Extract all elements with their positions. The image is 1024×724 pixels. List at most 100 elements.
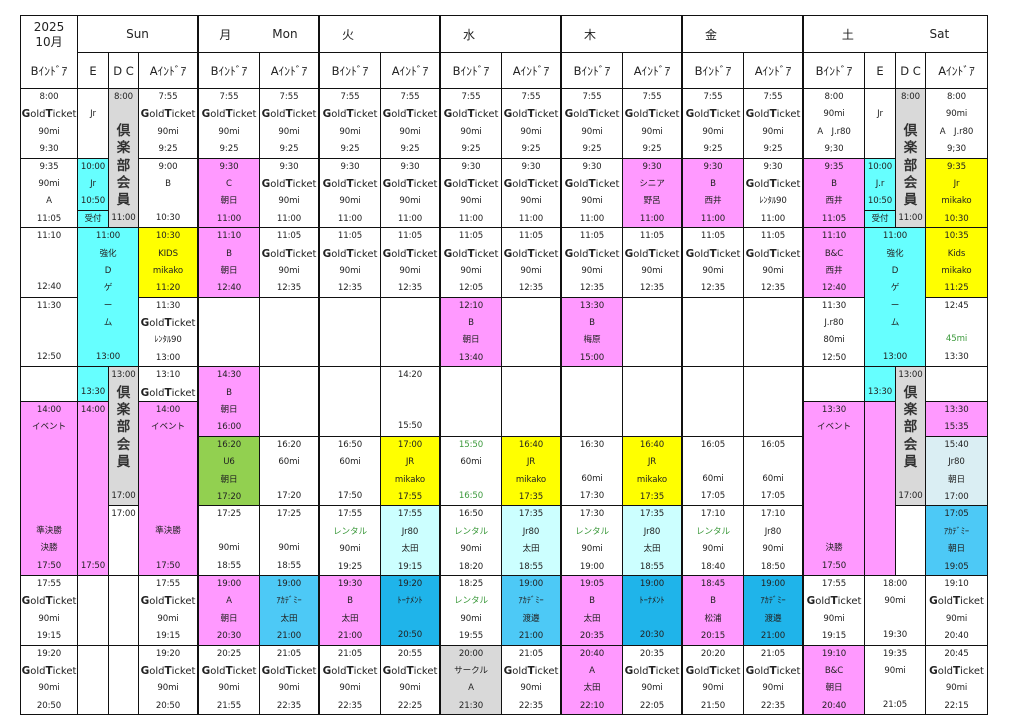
- slot-time: 16:40: [639, 439, 665, 450]
- slot-time: 7:55: [279, 92, 299, 102]
- slot-text: 太田: [401, 544, 419, 555]
- slot-time: 9:25: [521, 144, 541, 155]
- schedule-slot: 21:05 GoldTicket 90mi 22:35: [320, 645, 381, 716]
- slot-time: 17:55: [397, 491, 423, 502]
- schedule-slot: 14:00 イベント 準決勝 17:50: [139, 402, 199, 576]
- slot-time: 16:20: [276, 439, 302, 450]
- slot-text: 90mi: [702, 544, 724, 555]
- slot-time: 8:00: [824, 92, 844, 102]
- slot-time: 17:35: [639, 491, 665, 502]
- slot-text: B: [831, 178, 837, 189]
- ticket-label: GoldTicket: [503, 247, 559, 260]
- column-header: E: [865, 53, 896, 89]
- slot-text: C: [226, 178, 232, 189]
- slot-text: Jr: [90, 178, 96, 189]
- slot-text: KIDS: [158, 248, 178, 259]
- schedule-slot: 11:05 GoldTicket 90mi 12:35: [502, 228, 562, 298]
- schedule-slot: 17:55 レンタル 90mi 19:25: [320, 506, 381, 576]
- schedule-slot: 11:05 GoldTicket 90mi 12:05: [441, 228, 502, 298]
- schedule-slot: 18:00 90mi 19:30: [865, 575, 926, 646]
- schedule-slot: 18:45 B 松浦 20:15: [683, 575, 744, 646]
- slot-text: 90mi: [884, 596, 906, 607]
- slot-time: 11:05: [276, 231, 302, 242]
- slot-time: 12:35: [639, 283, 665, 294]
- slot-text: 90mi: [945, 683, 968, 694]
- slot-time: 19:00: [518, 578, 544, 589]
- slot-time: 19:55: [458, 631, 484, 642]
- day-header-tue: 火: [320, 16, 441, 53]
- ticket-label: GoldTicket: [140, 386, 196, 399]
- slot-time: 18:25: [458, 578, 484, 589]
- slot-text: 80mi: [823, 335, 845, 346]
- slot-time: 16:30: [579, 439, 605, 450]
- schedule-slot: 11:05 GoldTicket 90mi 12:35: [562, 228, 623, 298]
- slot-time: 11:05: [760, 231, 786, 242]
- slot-time: 17:00: [397, 439, 423, 450]
- schedule-slot: 12:10 B 朝日 13:40: [441, 297, 502, 368]
- ticket-label: GoldTicket: [745, 108, 801, 121]
- slot-time: 20:40: [579, 648, 605, 659]
- slot-text: [78, 332, 138, 348]
- slot-time: 11:00: [882, 231, 908, 242]
- slot-time: 9:25: [219, 144, 239, 155]
- slot-text: Jr80: [522, 526, 540, 537]
- slot-time: 19:00: [276, 578, 302, 589]
- schedule-slot: 9:30 GoldTicket 90mi 11:00: [562, 158, 623, 229]
- slot-time: 9:00: [158, 161, 178, 172]
- slot-time: 17:55: [155, 578, 181, 589]
- slot-time: 11:25: [944, 283, 969, 294]
- ticket-label: GoldTicket: [564, 247, 620, 260]
- slot-time: 17:00: [898, 490, 923, 501]
- slot-time: 9:25: [279, 144, 299, 155]
- slot-time: 17:25: [276, 509, 302, 520]
- slot-text: 決勝: [825, 543, 843, 554]
- slot-text: 90mi: [339, 683, 361, 694]
- slot-text: 受付: [84, 213, 102, 224]
- schedule-slot: 16:30 60mi 17:30: [562, 436, 623, 507]
- day-label-en: Mon: [272, 27, 298, 41]
- slot-text: mikako: [636, 474, 668, 485]
- slot-text: 太田: [341, 613, 359, 624]
- slot-text: B: [710, 178, 716, 189]
- slot-text: [199, 524, 259, 540]
- schedule-slot: 19:10 GoldTicket 90mi 20:40: [926, 575, 988, 646]
- slot-time: 9:25: [461, 144, 481, 155]
- slot-text: [78, 141, 108, 158]
- month-header: 2025 10月: [21, 16, 78, 53]
- slot-time: 11:05: [458, 231, 484, 242]
- schedule-slot: 7:55 GoldTicket 90mi 9:25: [441, 89, 502, 159]
- slot-time: 20:55: [397, 648, 423, 659]
- slot-text: [260, 524, 318, 540]
- slot-time: 22:35: [760, 700, 786, 711]
- column-header: Aｲﾝﾄﾞｱ: [926, 53, 988, 89]
- slot-time: 12:40: [36, 282, 62, 293]
- schedule-slot: 13:30: [865, 367, 896, 403]
- empty-slot: [562, 367, 623, 437]
- slot-text: 員: [903, 454, 918, 471]
- slot-text: 90mi: [945, 109, 968, 120]
- slot-text: ー: [890, 300, 900, 311]
- slot-text: 90mi: [218, 543, 240, 554]
- slot-time: 7:55: [582, 92, 602, 102]
- slot-time: 12:35: [337, 283, 363, 294]
- schedule-slot: 21:05 GoldTicket 90mi 22:35: [744, 645, 804, 716]
- slot-time: 17:55: [337, 509, 363, 520]
- slot-time: 12:35: [700, 283, 726, 294]
- slot-time: 11:00: [639, 213, 665, 224]
- slot-text: [78, 540, 108, 557]
- slot-time: 22:10: [579, 700, 605, 711]
- ticket-label: GoldTicket: [564, 177, 620, 190]
- slot-time: 11:00: [276, 213, 302, 224]
- slot-text: 90mi: [520, 683, 542, 694]
- slot-time: 19:00: [639, 578, 665, 589]
- slot-text: 楽: [903, 140, 918, 157]
- slot-text: [21, 315, 77, 332]
- slot-text: 90mi: [278, 126, 300, 137]
- slot-text: [139, 193, 197, 209]
- slot-text: 90mi: [520, 196, 542, 207]
- slot-text: J.r80: [824, 318, 844, 329]
- ticket-label: GoldTicket: [261, 108, 317, 121]
- slot-time: 20:40: [821, 700, 847, 711]
- slot-time: 21:50: [700, 700, 726, 711]
- schedule-slot: 9:30 GoldTicket 90mi 11:00: [502, 158, 562, 229]
